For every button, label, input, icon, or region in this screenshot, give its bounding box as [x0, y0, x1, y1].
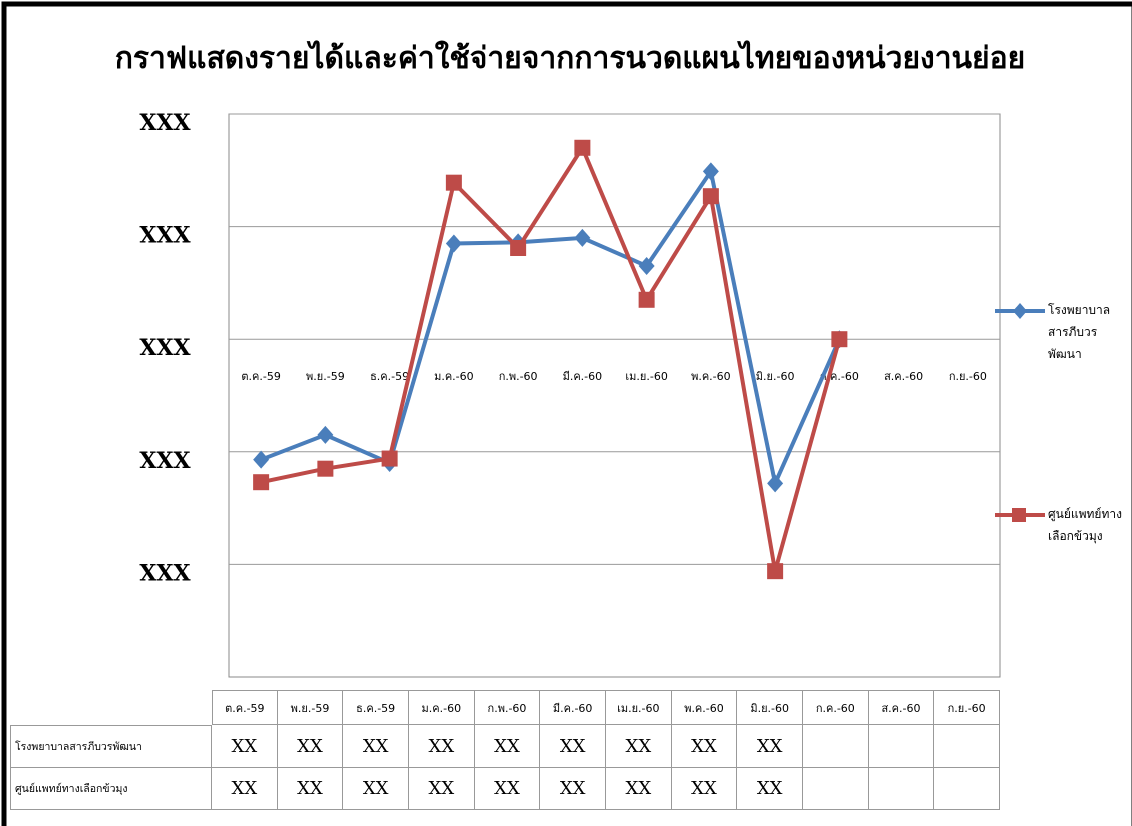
table-header: ธ.ค.-59	[343, 690, 409, 725]
table-header: พ.ย.-59	[277, 690, 344, 725]
table-cell: XX	[737, 768, 803, 810]
marker	[702, 162, 719, 181]
x-tick-label: มิ.ย.-60	[756, 370, 795, 383]
table-cell: XX	[474, 768, 541, 810]
marker	[253, 450, 270, 469]
y-tick-label: XXX	[139, 223, 191, 249]
table-cell: XX	[343, 725, 409, 768]
marker	[381, 450, 398, 467]
marker	[767, 563, 784, 580]
marker	[253, 474, 270, 491]
legend-label: ศูนย์แพทย์ทางเลือกข้วมุง	[1048, 507, 1122, 543]
marker	[638, 291, 655, 308]
table-header: ก.ย.-60	[934, 690, 1000, 725]
x-tick-label: ธ.ค.-59	[370, 370, 409, 383]
marker	[317, 460, 334, 477]
marker	[510, 239, 527, 256]
x-tick-label: พ.ย.-59	[306, 370, 345, 383]
series-line	[260, 143, 842, 572]
marker	[767, 474, 784, 493]
table-cell: XX	[737, 725, 803, 768]
x-tick-label: ก.ย.-60	[949, 370, 987, 383]
y-tick-label: XXX	[139, 335, 191, 361]
legend-marker	[1012, 508, 1026, 522]
table-header: ก.ค.-60	[803, 690, 869, 725]
x-tick-label: ก.พ.-60	[499, 370, 538, 383]
table-cell: XX	[474, 725, 541, 768]
marker	[638, 257, 655, 276]
table-cell: XX	[212, 768, 278, 810]
marker	[574, 139, 591, 156]
table-cell: XX	[606, 768, 672, 810]
x-tick-label: เม.ย.-60	[625, 370, 667, 383]
table-cell	[868, 725, 935, 768]
table-cell: XX	[606, 725, 672, 768]
x-tick-label: ม.ค.-60	[434, 370, 474, 383]
table-cell	[934, 768, 1000, 810]
chart-title: กราฟแสดงรายได้และค่าใช้จ่ายจากการนวดแผนไ…	[115, 40, 1025, 76]
y-tick-label: XXX	[139, 448, 191, 474]
x-tick-label: พ.ค.-60	[691, 370, 731, 383]
legend-marker	[1013, 303, 1027, 319]
table-cell: XX	[277, 768, 344, 810]
table-header: ต.ค.-59	[212, 690, 278, 725]
plot-border	[228, 113, 1001, 678]
table-header: ส.ค.-60	[868, 690, 935, 725]
table-cell	[803, 768, 869, 810]
marker	[317, 425, 334, 444]
table-row-label: ศูนย์แพทย์ทางเลือกข้วมุง	[10, 768, 212, 810]
y-tick-label: XXX	[139, 560, 191, 586]
table-cell: XX	[671, 725, 738, 768]
x-tick-label: ส.ค.-60	[884, 370, 923, 383]
x-tick-label: ต.ค.-59	[241, 370, 280, 383]
marker	[574, 228, 591, 247]
table-cell: XX	[671, 768, 738, 810]
series-line	[260, 166, 842, 490]
table-header: ม.ค.-60	[409, 690, 475, 725]
table-cell: XX	[212, 725, 278, 768]
table-header: มี.ค.-60	[540, 690, 606, 725]
marker	[831, 331, 848, 348]
table-cell: XX	[277, 725, 344, 768]
table-cell	[803, 725, 869, 768]
table-cell	[868, 768, 935, 810]
table-header: พ.ค.-60	[671, 690, 738, 725]
table-cell: XX	[409, 725, 475, 768]
marker	[702, 188, 719, 205]
table-cell: XX	[540, 725, 606, 768]
marker	[445, 234, 462, 253]
y-tick-label: XXX	[139, 110, 191, 136]
legend-label: โรงพยาบาลสารภีบวรพัฒนา	[1048, 303, 1111, 361]
table-cell	[934, 725, 1000, 768]
table-cell: XX	[343, 768, 409, 810]
table-header: ก.พ.-60	[474, 690, 541, 725]
x-tick-label: มี.ค.-60	[563, 370, 603, 383]
table-header: เม.ย.-60	[606, 690, 672, 725]
table-header: มิ.ย.-60	[737, 690, 803, 725]
marker	[445, 174, 462, 191]
table-cell: XX	[409, 768, 475, 810]
table-cell: XX	[540, 768, 606, 810]
table-row-label: โรงพยาบาลสารภีบวรพัฒนา	[10, 725, 212, 768]
